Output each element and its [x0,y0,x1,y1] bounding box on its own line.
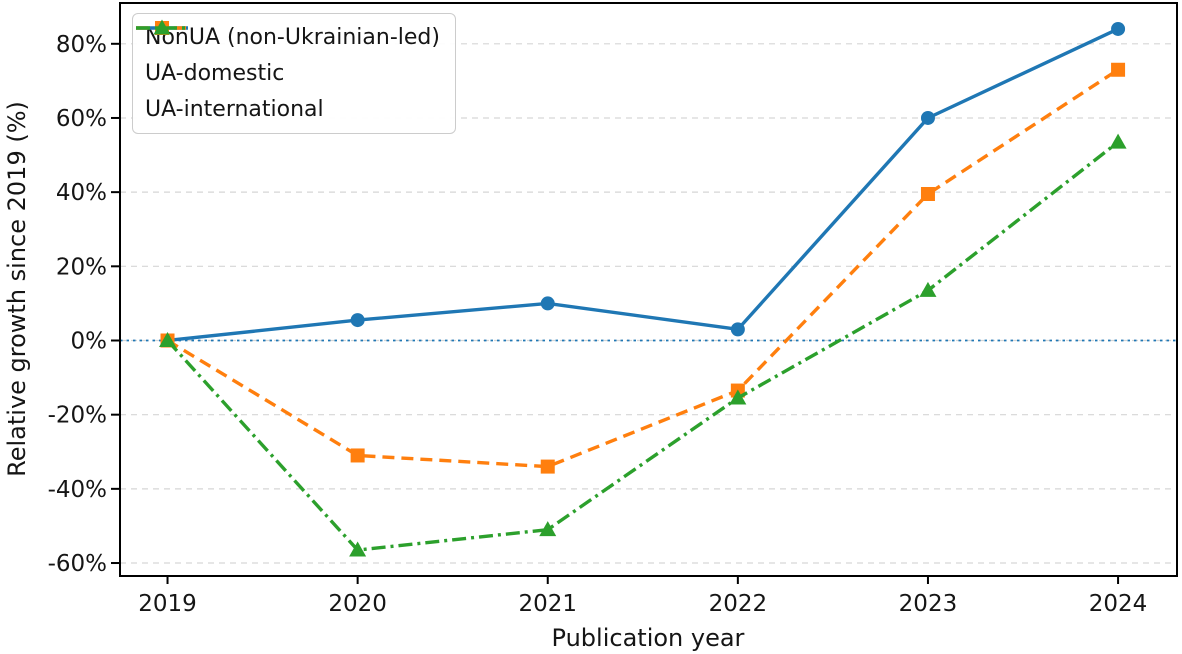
triangle-marker-icon [729,389,747,405]
y-tick-label: 60% [56,106,107,132]
series-layer [159,21,1127,557]
triangle-marker-icon [919,281,937,297]
x-tick-label: 2021 [518,591,577,617]
x-axis-title: Publication year [552,624,745,652]
series-line-circle [167,27,1119,343]
x-tick-label: 2020 [328,591,387,617]
legend: NonUA (non-Ukrainian-led) UA-domestic UA-i… [132,13,456,134]
y-tick-label: -60% [48,551,107,577]
y-tick-label: -40% [48,477,107,503]
legend-item: UA-international [136,19,440,126]
square-marker-icon [350,448,365,463]
axis-layer: 2019 2020 2021 2022 2023 2024 80% 60% 40% 20% 0% -2… [48,2,1178,617]
circle-marker-icon [730,322,745,337]
circle-marker-icon [350,313,365,328]
legend-label: UA-domestic [145,61,285,86]
legend-label: NonUA (non-Ukrainian-led) [145,25,440,50]
y-tick-label: -20% [48,403,107,429]
y-tick-label: 20% [56,254,107,280]
square-marker-icon [540,459,555,474]
x-tick-label: 2022 [709,591,768,617]
y-tick-label: 40% [56,180,107,206]
series-line-square [166,68,1119,469]
legend-line-sample [136,19,188,35]
triangle-marker-icon [539,521,557,537]
plot-border [119,2,1178,577]
circle-marker-icon [1111,21,1126,36]
legend-label: UA-international [145,97,324,122]
circle-marker-icon [920,110,935,125]
x-tick-label: 2024 [1089,591,1148,617]
x-tick-label: 2023 [899,591,958,617]
series-line-triangle [166,140,1120,552]
x-tick-label: 2019 [138,591,197,617]
triangle-marker-icon [153,19,171,35]
square-marker-icon [1111,62,1126,77]
square-marker-icon [920,187,935,201]
legend-item: UA-domestic [136,21,440,90]
circle-marker-icon [540,296,555,311]
y-tick-label: 0% [71,328,108,354]
y-tick-label: 80% [56,32,107,58]
legend-item: NonUA (non-Ukrainian-led) [136,21,440,54]
triangle-marker-icon [349,541,367,557]
triangle-marker-icon [1109,133,1127,149]
y-axis-title: Relative growth since 2019 (%) [3,101,31,477]
triangle-marker-icon [159,331,177,347]
